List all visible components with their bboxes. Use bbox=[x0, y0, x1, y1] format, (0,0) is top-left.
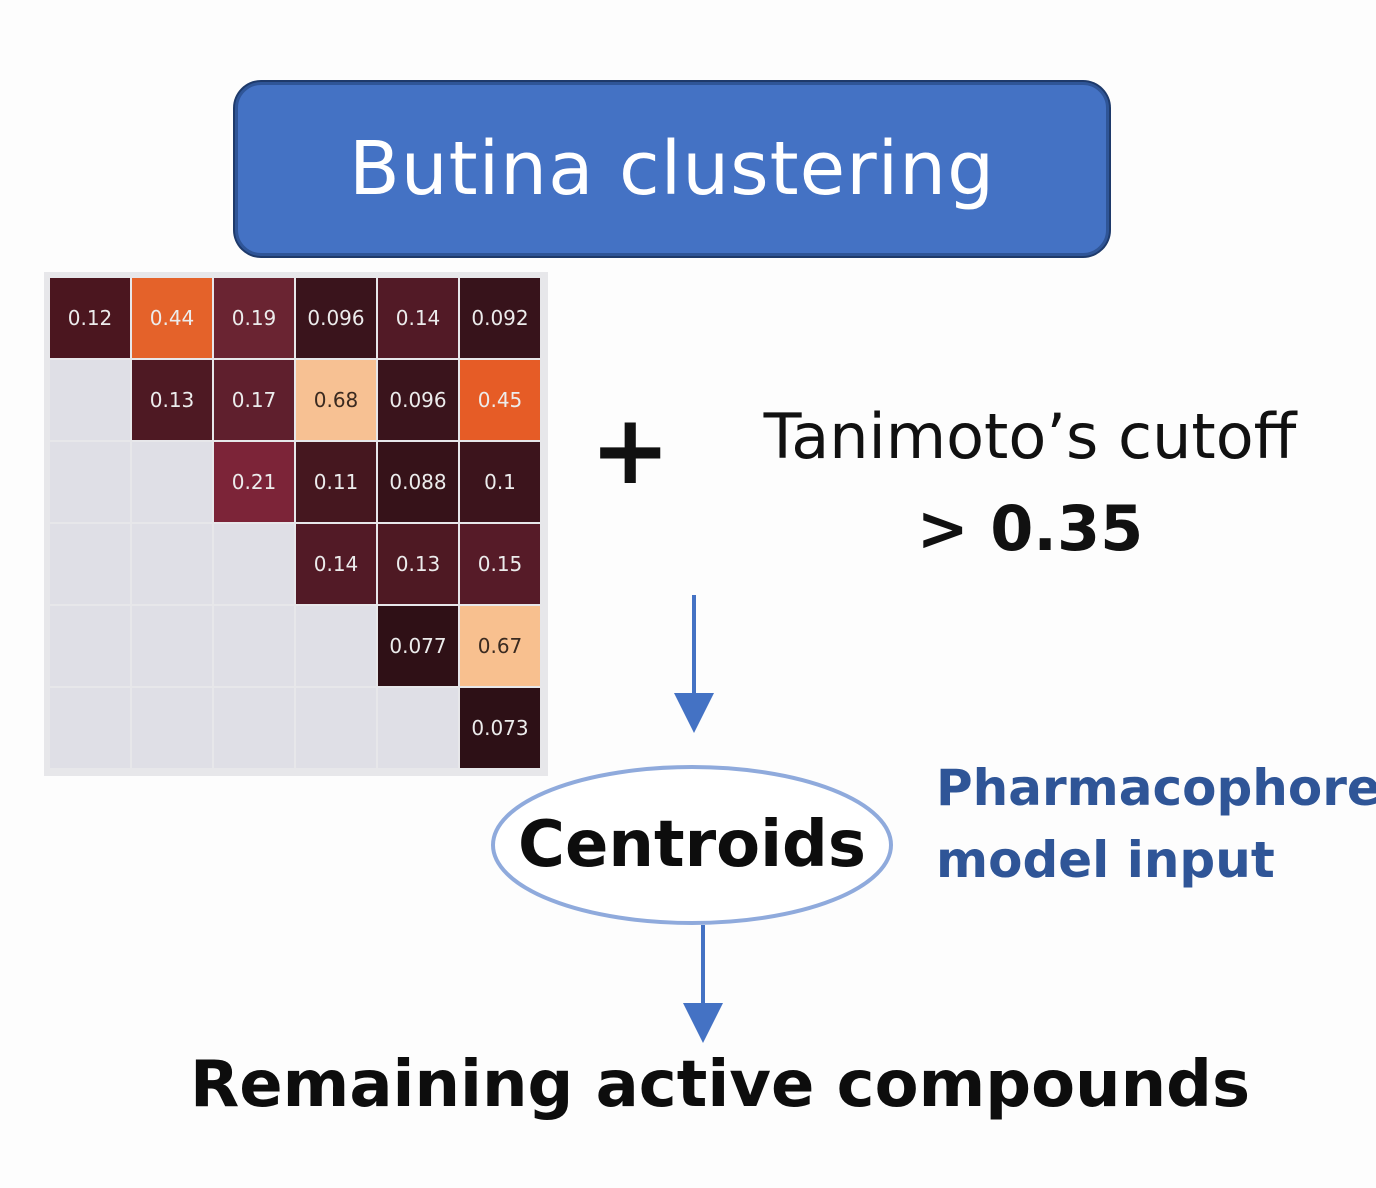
matrix-cell: 0.077 bbox=[378, 606, 458, 686]
arrow-to-remaining bbox=[683, 925, 723, 1043]
arrow-to-centroids bbox=[674, 595, 714, 733]
matrix-cell: 0.11 bbox=[296, 442, 376, 522]
matrix-cell: 0.073 bbox=[460, 688, 540, 768]
matrix-cell-empty bbox=[132, 524, 212, 604]
pharmacophore-label: Pharmacophore model input bbox=[936, 752, 1376, 896]
pharmacophore-line-1: Pharmacophore bbox=[936, 759, 1376, 817]
matrix-cell-empty bbox=[214, 688, 294, 768]
matrix-cell: 0.45 bbox=[460, 360, 540, 440]
matrix-cell-empty bbox=[214, 606, 294, 686]
matrix-cell: 0.44 bbox=[132, 278, 212, 358]
matrix-cell: 0.17 bbox=[214, 360, 294, 440]
matrix-cell: 0.1 bbox=[460, 442, 540, 522]
matrix-cell-empty bbox=[214, 524, 294, 604]
matrix-cell-empty bbox=[132, 442, 212, 522]
matrix-cell: 0.13 bbox=[132, 360, 212, 440]
matrix-cell-empty bbox=[50, 688, 130, 768]
matrix-cell: 0.67 bbox=[460, 606, 540, 686]
matrix-cell: 0.19 bbox=[214, 278, 294, 358]
matrix-cell: 0.12 bbox=[50, 278, 130, 358]
matrix-cell: 0.096 bbox=[378, 360, 458, 440]
title-text: Butina clustering bbox=[348, 126, 996, 212]
matrix-cell-empty bbox=[50, 606, 130, 686]
matrix-cell-empty bbox=[378, 688, 458, 768]
matrix-cell-empty bbox=[50, 442, 130, 522]
matrix-cell: 0.096 bbox=[296, 278, 376, 358]
matrix-cell: 0.14 bbox=[378, 278, 458, 358]
plus-sign: + bbox=[590, 394, 671, 506]
matrix-cell-empty bbox=[50, 524, 130, 604]
centroids-label: Centroids bbox=[518, 808, 866, 882]
matrix-cell-empty bbox=[132, 606, 212, 686]
remaining-compounds-label: Remaining active compounds bbox=[189, 1048, 1251, 1122]
matrix-cell: 0.21 bbox=[214, 442, 294, 522]
matrix-cell: 0.68 bbox=[296, 360, 376, 440]
matrix-cell: 0.092 bbox=[460, 278, 540, 358]
matrix-cell-empty bbox=[296, 688, 376, 768]
pharmacophore-line-2: model input bbox=[936, 831, 1275, 889]
cutoff-value: > 0.35 bbox=[916, 492, 1144, 565]
matrix-cell: 0.14 bbox=[296, 524, 376, 604]
matrix-cell: 0.13 bbox=[378, 524, 458, 604]
matrix-cell-empty bbox=[50, 360, 130, 440]
title-box: Butina clustering bbox=[235, 82, 1109, 256]
centroids-ellipse bbox=[491, 765, 893, 925]
matrix-cell: 0.15 bbox=[460, 524, 540, 604]
similarity-matrix: 0.12 0.44 0.19 0.096 0.14 0.092 0.13 0.17 0.68 0.… bbox=[44, 272, 548, 776]
cutoff-label: Tanimoto’s cutoff bbox=[763, 400, 1297, 473]
matrix-cell-empty bbox=[132, 688, 212, 768]
matrix-cell: 0.088 bbox=[378, 442, 458, 522]
matrix-cell-empty bbox=[296, 606, 376, 686]
